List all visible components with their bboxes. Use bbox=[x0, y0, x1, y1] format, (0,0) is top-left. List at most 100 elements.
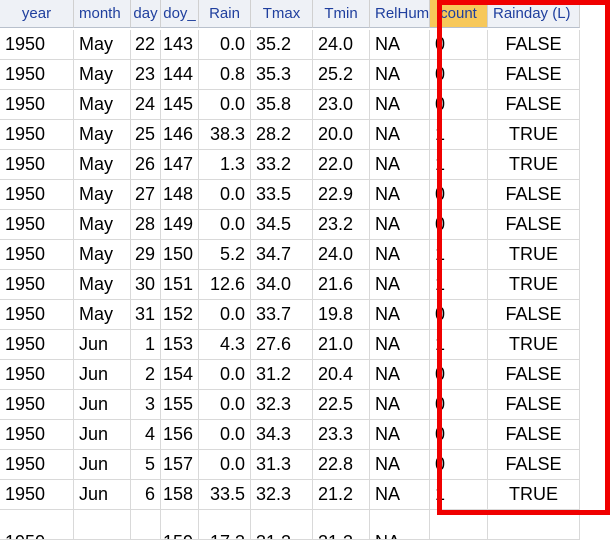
cell-tmax[interactable]: 34.3 bbox=[251, 420, 313, 450]
cell-year[interactable]: 1950 bbox=[0, 450, 74, 480]
cell-tmax[interactable]: 35.2 bbox=[251, 30, 313, 60]
cell-year[interactable]: 1950 bbox=[0, 330, 74, 360]
cell-month[interactable]: May bbox=[74, 150, 131, 180]
cell-tmax[interactable]: 33.5 bbox=[251, 180, 313, 210]
cell-day[interactable]: 31 bbox=[131, 300, 161, 330]
cell-month[interactable]: May bbox=[74, 270, 131, 300]
cell-count[interactable]: 0 bbox=[430, 90, 488, 120]
cell-month[interactable]: May bbox=[74, 90, 131, 120]
cell-relhum[interactable]: NA bbox=[370, 390, 430, 420]
column-header-year[interactable]: year bbox=[0, 0, 74, 28]
cell-month[interactable]: May bbox=[74, 210, 131, 240]
cell-tmax[interactable]: 32.3 bbox=[251, 480, 313, 510]
cell-relhum[interactable]: NA bbox=[370, 30, 430, 60]
column-header-month[interactable]: month bbox=[74, 0, 131, 28]
cell-day[interactable]: 27 bbox=[131, 180, 161, 210]
cell-month[interactable]: Jun bbox=[74, 390, 131, 420]
cell-count[interactable]: 1 bbox=[430, 270, 488, 300]
cell-relhum[interactable]: NA bbox=[370, 210, 430, 240]
cell-tmin[interactable]: 22.8 bbox=[313, 450, 370, 480]
cell-rainday[interactable]: FALSE bbox=[488, 30, 580, 60]
cell-doy[interactable]: 149 bbox=[161, 210, 199, 240]
column-header-tmin[interactable]: Tmin bbox=[313, 0, 370, 28]
column-header-relhum[interactable]: RelHum bbox=[370, 0, 430, 28]
cell-month[interactable]: Jun bbox=[74, 450, 131, 480]
cell-count[interactable]: 0 bbox=[430, 180, 488, 210]
cell-rain[interactable]: 4.3 bbox=[199, 330, 251, 360]
cell-year[interactable]: 1950 bbox=[0, 360, 74, 390]
cell-day[interactable]: 30 bbox=[131, 270, 161, 300]
cell-day[interactable]: 25 bbox=[131, 120, 161, 150]
cell-doy[interactable]: 154 bbox=[161, 360, 199, 390]
cell-rain[interactable]: 5.2 bbox=[199, 240, 251, 270]
cell-rainday[interactable]: FALSE bbox=[488, 450, 580, 480]
cell-month[interactable]: May bbox=[74, 30, 131, 60]
cell-tmin[interactable]: 22.5 bbox=[313, 390, 370, 420]
cell-tmin[interactable]: 23.0 bbox=[313, 90, 370, 120]
cell-year[interactable]: 1950 bbox=[0, 90, 74, 120]
column-header-rainday[interactable]: Rainday (L) bbox=[488, 0, 580, 28]
cell-month[interactable]: May bbox=[74, 120, 131, 150]
cell-count[interactable]: 0 bbox=[430, 210, 488, 240]
cell-rain[interactable]: 0.0 bbox=[199, 210, 251, 240]
cell-day[interactable]: 23 bbox=[131, 60, 161, 90]
cell-rainday[interactable]: TRUE bbox=[488, 240, 580, 270]
data-grid[interactable]: year month day doy_ Rain Tmax Tmin RelHum count R… bbox=[0, 0, 580, 540]
cell-month[interactable]: Jun bbox=[74, 420, 131, 450]
cell-tmin[interactable]: 21.2 bbox=[313, 480, 370, 510]
cell-doy[interactable]: 150 bbox=[161, 240, 199, 270]
cell-rain[interactable]: 12.6 bbox=[199, 270, 251, 300]
cell-rainday[interactable]: TRUE bbox=[488, 480, 580, 510]
cell-rainday[interactable]: FALSE bbox=[488, 210, 580, 240]
cell-day[interactable]: 4 bbox=[131, 420, 161, 450]
cell-tmax[interactable]: 33.2 bbox=[251, 150, 313, 180]
cell-doy[interactable]: 146 bbox=[161, 120, 199, 150]
cell-tmin[interactable]: 22.0 bbox=[313, 150, 370, 180]
cell-relhum[interactable]: NA bbox=[370, 60, 430, 90]
cell-rainday[interactable]: TRUE bbox=[488, 150, 580, 180]
cell-tmin[interactable]: 23.3 bbox=[313, 420, 370, 450]
column-header-tmax[interactable]: Tmax bbox=[251, 0, 313, 28]
cell-tmax[interactable]: 34.7 bbox=[251, 240, 313, 270]
cell-relhum[interactable]: NA bbox=[370, 300, 430, 330]
cell-count[interactable]: 0 bbox=[430, 450, 488, 480]
cell-count[interactable]: 1 bbox=[430, 240, 488, 270]
cell-count[interactable]: 1 bbox=[430, 330, 488, 360]
cell-month[interactable]: May bbox=[74, 180, 131, 210]
column-header-count[interactable]: count bbox=[430, 0, 488, 28]
cell-relhum[interactable]: NA bbox=[370, 450, 430, 480]
cell-doy[interactable]: 148 bbox=[161, 180, 199, 210]
cell-day[interactable]: 2 bbox=[131, 360, 161, 390]
cell-count[interactable]: 0 bbox=[430, 30, 488, 60]
cell-relhum[interactable]: NA bbox=[370, 90, 430, 120]
cell-tmin[interactable]: 19.8 bbox=[313, 300, 370, 330]
cell-relhum[interactable]: NA bbox=[370, 240, 430, 270]
cell-tmax[interactable]: 31.3 bbox=[251, 450, 313, 480]
cell-tmax[interactable]: 35.8 bbox=[251, 90, 313, 120]
cell-count[interactable]: 0 bbox=[430, 360, 488, 390]
cell-tmin[interactable]: 21.0 bbox=[313, 330, 370, 360]
cell-tmin[interactable]: 25.2 bbox=[313, 60, 370, 90]
column-header-day[interactable]: day bbox=[131, 0, 161, 28]
cell-doy[interactable]: 152 bbox=[161, 300, 199, 330]
cell-day[interactable]: 26 bbox=[131, 150, 161, 180]
cell-rainday[interactable]: FALSE bbox=[488, 390, 580, 420]
cell-doy[interactable]: 147 bbox=[161, 150, 199, 180]
cell-tmax[interactable]: 34.0 bbox=[251, 270, 313, 300]
cell-rain[interactable]: 0.0 bbox=[199, 420, 251, 450]
cell-year[interactable]: 1950 bbox=[0, 420, 74, 450]
cell-month[interactable]: Jun bbox=[74, 330, 131, 360]
cell-rain[interactable]: 0.0 bbox=[199, 360, 251, 390]
cell-rainday[interactable]: FALSE bbox=[488, 60, 580, 90]
cell-year[interactable]: 1950 bbox=[0, 150, 74, 180]
column-header-doy[interactable]: doy_ bbox=[161, 0, 199, 28]
cell-rain[interactable]: 38.3 bbox=[199, 120, 251, 150]
cell-count[interactable]: 0 bbox=[430, 420, 488, 450]
cell-doy[interactable]: 157 bbox=[161, 450, 199, 480]
cell-tmin[interactable]: 20.4 bbox=[313, 360, 370, 390]
cell-day[interactable]: 6 bbox=[131, 480, 161, 510]
cell-rain[interactable]: 0.0 bbox=[199, 90, 251, 120]
cell-rainday[interactable]: FALSE bbox=[488, 300, 580, 330]
cell-year[interactable]: 1950 bbox=[0, 210, 74, 240]
cell-day[interactable]: 28 bbox=[131, 210, 161, 240]
